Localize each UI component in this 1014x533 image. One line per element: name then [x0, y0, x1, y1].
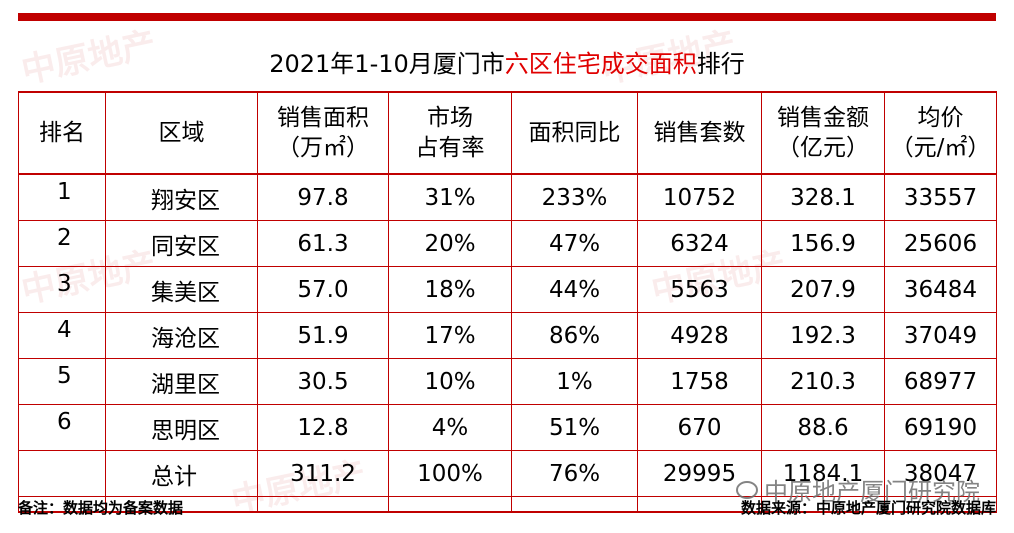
header-amount: 销售金额 （亿元）: [761, 91, 885, 175]
cell-price: 37049: [884, 312, 997, 359]
cell-share: 18%: [388, 266, 512, 313]
cell-rank: 6: [18, 404, 106, 451]
table-row: 1 翔安区 97.8 31% 233% 10752 328.1 33557: [18, 174, 997, 221]
cell-amount: 328.1: [761, 174, 885, 221]
cell-amount: 192.3: [761, 312, 885, 359]
cell-area: 57.0: [257, 266, 389, 313]
cell-share: 4%: [388, 404, 512, 451]
header-price: 均价 （元/㎡）: [884, 91, 997, 175]
table-header-row: 排名 区域 销售面积 （万㎡） 市场 占有率 面积同比 销售套数 销售金额 （亿元） …: [18, 91, 997, 175]
cell-rank: 3: [18, 266, 106, 313]
cell-yoy: 76%: [511, 450, 638, 497]
cell-district: 翔安区: [105, 174, 258, 221]
table-row: 3 集美区 57.0 18% 44% 5563 207.9 36484: [18, 266, 997, 313]
cell-units: 10752: [637, 174, 762, 221]
table-row: 4 海沧区 51.9 17% 86% 4928 192.3 37049: [18, 312, 997, 359]
cell-amount: 210.3: [761, 358, 885, 405]
cell-amount: 88.6: [761, 404, 885, 451]
cell-price: 25606: [884, 220, 997, 267]
cell-rank: 5: [18, 358, 106, 405]
table-row: 2 同安区 61.3 20% 47% 6324 156.9 25606: [18, 220, 997, 267]
brand-name: 中原地产厦门研究院: [764, 478, 980, 506]
cell-district: 湖里区: [105, 358, 258, 405]
table-row: 5 湖里区 30.5 10% 1% 1758 210.3 68977: [18, 358, 997, 405]
cell-price: 68977: [884, 358, 997, 405]
page-title: 2021年1-10月厦门市六区住宅成交面积排行: [18, 44, 996, 84]
wechat-icon: [736, 480, 758, 499]
footer-source: 数据来源：中原地产厦门研究院数据库: [740, 499, 996, 517]
title-suffix: 排行: [696, 50, 745, 78]
cell-price: 36484: [884, 266, 997, 313]
title-prefix: 2021年1-10月厦门市: [269, 50, 505, 78]
header-share: 市场 占有率: [388, 91, 512, 175]
cell-rank: 1: [18, 174, 106, 221]
cell-district: 同安区: [105, 220, 258, 267]
cell-rank: 4: [18, 312, 106, 359]
cell-area: 311.2: [257, 450, 389, 497]
cell-yoy: 86%: [511, 312, 638, 359]
cell-district: 集美区: [105, 266, 258, 313]
header-district: 区域: [105, 91, 258, 175]
cell-district: 思明区: [105, 404, 258, 451]
table-row-total: 总计 311.2 100% 76% 29995 1184.1 38047: [18, 450, 997, 497]
cell-units: 1758: [637, 358, 762, 405]
cell-share: 31%: [388, 174, 512, 221]
brand-badge: 中原地产厦门研究院: [736, 472, 980, 507]
cell-yoy: 44%: [511, 266, 638, 313]
cell-units: 4928: [637, 312, 762, 359]
top-red-rule: [18, 13, 996, 21]
cell-price: 69190: [884, 404, 997, 451]
cell-area: 30.5: [257, 358, 389, 405]
cell-rank: 2: [18, 220, 106, 267]
cell-yoy: 1%: [511, 358, 638, 405]
cell-share: 10%: [388, 358, 512, 405]
cell-rank: [18, 450, 106, 497]
table-blank-row: [18, 496, 997, 513]
cell-area: 51.9: [257, 312, 389, 359]
header-area: 销售面积 （万㎡）: [257, 91, 389, 175]
cell-price: 38047: [884, 450, 997, 497]
cell-price: 33557: [884, 174, 997, 221]
cell-amount: 207.9: [761, 266, 885, 313]
cell-area: 12.8: [257, 404, 389, 451]
cell-amount: 156.9: [761, 220, 885, 267]
cell-district: 海沧区: [105, 312, 258, 359]
cell-amount: 1184.1: [761, 450, 885, 497]
table-row: 6 思明区 12.8 4% 51% 670 88.6 69190: [18, 404, 997, 451]
cell-yoy: 233%: [511, 174, 638, 221]
cell-units: 6324: [637, 220, 762, 267]
ranking-table: 排名 区域 销售面积 （万㎡） 市场 占有率 面积同比 销售套数 销售金额 （亿元） …: [18, 91, 997, 513]
footer-note: 备注：数据均为备案数据: [18, 499, 184, 517]
cell-share: 17%: [388, 312, 512, 359]
cell-district: 总计: [105, 450, 258, 497]
cell-units: 5563: [637, 266, 762, 313]
cell-area: 61.3: [257, 220, 389, 267]
header-yoy: 面积同比: [511, 91, 638, 175]
cell-area: 97.8: [257, 174, 389, 221]
cell-yoy: 51%: [511, 404, 638, 451]
cell-yoy: 47%: [511, 220, 638, 267]
title-highlight: 六区住宅成交面积: [504, 50, 697, 78]
header-units: 销售套数: [637, 91, 762, 175]
header-rank: 排名: [18, 91, 106, 175]
cell-units: 29995: [637, 450, 762, 497]
cell-share: 100%: [388, 450, 512, 497]
cell-share: 20%: [388, 220, 512, 267]
cell-units: 670: [637, 404, 762, 451]
